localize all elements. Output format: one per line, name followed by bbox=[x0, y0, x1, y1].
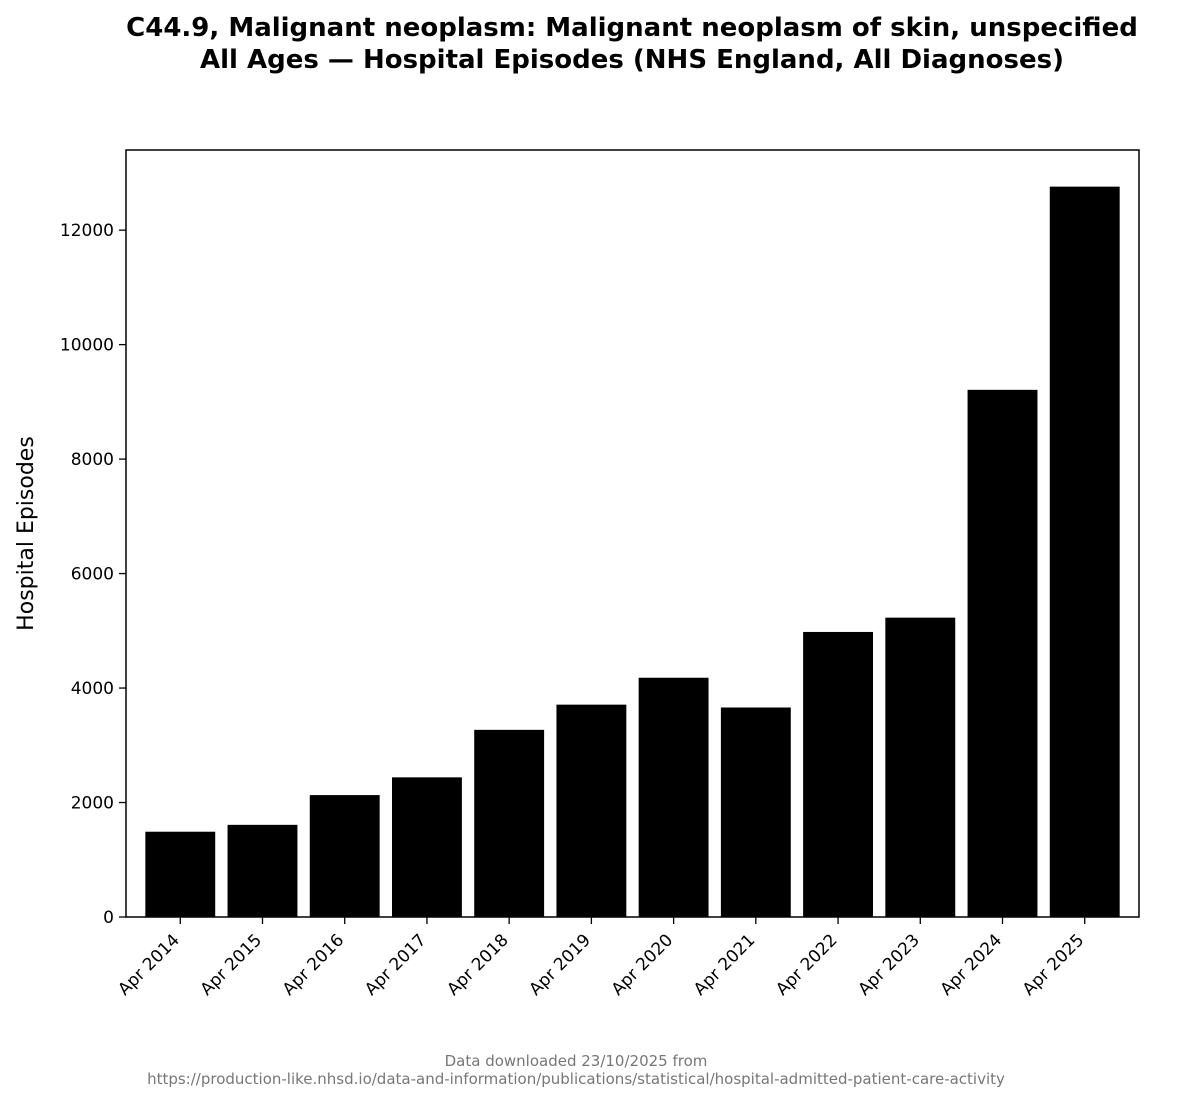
y-tick-label: 4000 bbox=[71, 679, 114, 699]
chart-title-block: C44.9, Malignant neoplasm: Malignant neo… bbox=[0, 12, 1200, 76]
plot-frame bbox=[125, 149, 1140, 918]
y-tick-label: 2000 bbox=[71, 794, 114, 814]
x-tick-label: Apr 2019 bbox=[526, 930, 595, 999]
chart-title: C44.9, Malignant neoplasm: Malignant neo… bbox=[126, 13, 1138, 43]
y-tick-label: 0 bbox=[103, 908, 114, 928]
x-tick-label: Apr 2025 bbox=[1019, 930, 1088, 999]
bars-group bbox=[145, 186, 1120, 918]
x-tick-label: Apr 2020 bbox=[608, 930, 677, 999]
bar bbox=[227, 824, 298, 917]
bar bbox=[638, 677, 709, 917]
x-tick-label: Apr 2022 bbox=[772, 930, 841, 999]
bar bbox=[474, 729, 545, 917]
y-tick-label: 8000 bbox=[71, 450, 114, 470]
bar bbox=[309, 795, 380, 917]
bar bbox=[145, 831, 216, 917]
bar bbox=[556, 704, 627, 917]
x-tick-label: Apr 2023 bbox=[854, 930, 923, 999]
source-line-2: https://production-like.nhsd.io/data-and… bbox=[147, 1070, 1005, 1088]
chart-subtitle: All Ages — Hospital Episodes (NHS Englan… bbox=[200, 45, 1064, 75]
x-tick-label: Apr 2018 bbox=[443, 930, 512, 999]
data-source-note: Data downloaded 23/10/2025 from https://… bbox=[0, 1052, 1152, 1088]
bar bbox=[1049, 186, 1120, 918]
x-tick-label: Apr 2021 bbox=[690, 930, 759, 999]
y-tick-label: 10000 bbox=[60, 336, 114, 356]
x-tick-label: Apr 2014 bbox=[114, 930, 183, 999]
source-line-1: Data downloaded 23/10/2025 from bbox=[444, 1052, 708, 1070]
bar bbox=[391, 777, 462, 917]
y-tick-label: 6000 bbox=[71, 565, 114, 585]
bar bbox=[720, 707, 791, 917]
bar bbox=[885, 617, 956, 917]
bar bbox=[803, 631, 874, 917]
x-tick-label: Apr 2024 bbox=[937, 930, 1006, 999]
bar bbox=[967, 389, 1038, 918]
y-axis-label: Hospital Episodes bbox=[14, 436, 39, 631]
x-tick-label: Apr 2017 bbox=[361, 930, 430, 999]
x-tick-label: Apr 2016 bbox=[279, 930, 348, 999]
y-tick-label: 12000 bbox=[60, 221, 114, 241]
x-tick-label: Apr 2015 bbox=[197, 930, 266, 999]
